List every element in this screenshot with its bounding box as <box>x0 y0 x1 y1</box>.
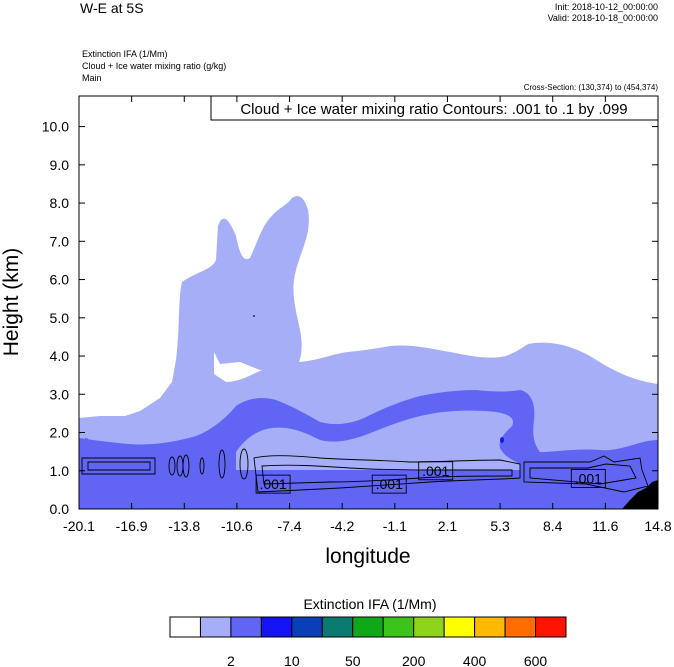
x-tick-label: -16.9 <box>116 518 148 534</box>
colorbar-swatch <box>535 616 567 638</box>
colorbar-tick-label: 400 <box>463 653 487 667</box>
contour-info-text: Cloud + Ice water mixing ratio Contours:… <box>240 101 627 118</box>
y-tick-label: 2.0 <box>50 425 70 441</box>
colorbar-swatch <box>382 616 415 638</box>
x-tick-label: -4.2 <box>330 518 354 534</box>
colorbar: 2 10 50 200 400 600 <box>169 616 567 667</box>
x-axis: -20.1 -16.9 -13.8 -10.6 -7.4 -4.2 -1.1 2.1 5.3 8.… <box>63 96 672 534</box>
contour-line <box>529 463 637 485</box>
x-tick-label: -1.1 <box>383 518 407 534</box>
init-time: Init: 2018-10-12_00:00:00 <box>554 2 658 12</box>
contour-labels: .001 .001 .001 .001 <box>255 461 606 494</box>
colorbar-swatch <box>199 616 232 638</box>
contour-info-box <box>210 95 659 121</box>
colorbar-swatch <box>352 616 384 638</box>
contour-label: .001 <box>422 463 449 479</box>
colorbar-swatch <box>443 616 476 638</box>
extinction-spot <box>80 438 92 462</box>
colorbar-swatch <box>413 616 445 638</box>
contour-line <box>182 454 190 478</box>
x-tick-label: -7.4 <box>277 518 301 534</box>
filled-contours <box>79 196 658 509</box>
y-tick-label: 3.0 <box>50 386 70 402</box>
valid-time: Valid: 2018-10-18_00:00:00 <box>547 13 658 23</box>
contour-label-box <box>371 474 407 494</box>
x-tick-label: 11.6 <box>592 518 618 534</box>
colorbar-swatch <box>169 616 201 638</box>
x-tick-label: -20.1 <box>63 518 95 534</box>
extinction-spot <box>253 315 255 317</box>
colorbar-title: Extinction IFA (1/Mm) <box>303 596 437 612</box>
y-tick-label: 10.0 <box>42 119 69 135</box>
colorbar-swatch <box>291 616 323 638</box>
y-tick-label: 7.0 <box>50 233 70 249</box>
x-tick-label: 8.4 <box>543 518 563 534</box>
contour-label: .001 <box>575 470 602 486</box>
x-tick-label: 2.1 <box>438 518 458 534</box>
y-tick-label: 0.0 <box>50 501 70 517</box>
contour-label: .001 <box>376 476 403 492</box>
colorbar-tick-label: 10 <box>284 653 300 667</box>
y-tick-label: 5.0 <box>50 310 70 326</box>
x-axis-label: longitude <box>325 545 410 568</box>
contour-line <box>239 448 249 480</box>
field-label-extinction: Extinction IFA (1/Mm) <box>82 49 168 59</box>
contour-line <box>523 455 649 493</box>
x-tick-label: -10.6 <box>221 518 253 534</box>
y-axis-label: Height (km) <box>0 248 23 357</box>
colorbar-swatch <box>321 616 354 638</box>
contour-line <box>168 456 176 476</box>
cross-section-label: Cross-Section: (130,374) to (454,374) <box>523 83 658 92</box>
contour-label-box <box>418 461 454 481</box>
contour-line <box>199 457 205 475</box>
colorbar-tick-label: 200 <box>402 653 426 667</box>
colorbar-swatch <box>230 616 262 638</box>
x-tick-label: -13.8 <box>168 518 200 534</box>
contour-line <box>253 455 521 493</box>
contour-label-box <box>255 474 291 494</box>
y-tick-label: 9.0 <box>50 157 70 173</box>
contour-line <box>218 449 226 479</box>
terrain <box>622 480 658 509</box>
x-tick-label: 5.3 <box>490 518 510 534</box>
extinction-spot <box>500 437 504 443</box>
y-tick-label: 6.0 <box>50 272 70 288</box>
x-tick-label: 14.8 <box>644 518 671 534</box>
y-axis: 0.0 1.0 2.0 3.0 4.0 5.0 6.0 7.0 8.0 9.0 10.0 <box>42 119 658 517</box>
contour-line <box>81 457 156 475</box>
field-label-mixing-ratio: Cloud + Ice water mixing ratio (g/kg) <box>82 61 227 71</box>
field-label-main: Main <box>82 73 102 83</box>
chart-title: W-E at 5S <box>80 0 144 16</box>
contour-line <box>87 461 151 471</box>
mixing-ratio-contours <box>81 448 649 493</box>
y-tick-label: 1.0 <box>50 463 70 479</box>
y-tick-label: 8.0 <box>50 195 70 211</box>
colorbar-swatch <box>474 616 506 638</box>
contour-label: .001 <box>259 476 286 492</box>
colorbar-swatch <box>260 616 293 638</box>
contour-label-box <box>570 468 606 488</box>
colorbar-tick-label: 50 <box>345 653 361 667</box>
colorbar-tick-label: 2 <box>227 653 235 667</box>
colorbar-swatch <box>504 616 537 638</box>
y-tick-label: 4.0 <box>50 348 70 364</box>
extinction-band-light <box>236 410 520 470</box>
contour-line <box>261 464 513 485</box>
colorbar-tick-label: 600 <box>524 653 548 667</box>
